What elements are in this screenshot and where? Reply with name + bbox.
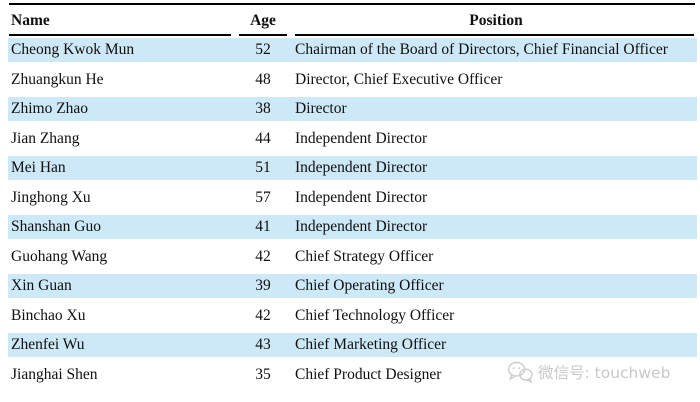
- name-cell: Jinghong Xu: [11, 189, 91, 207]
- table-row: Jinghong Xu 57 Independent Director: [8, 184, 697, 214]
- age-cell: 35: [255, 366, 271, 384]
- name-cell: Cheong Kwok Mun: [11, 40, 135, 58]
- age-cell: 43: [255, 335, 271, 353]
- age-cell: 57: [255, 189, 271, 207]
- table-row: Jian Zhang 44 Independent Director: [8, 125, 697, 155]
- table-row: Zhimo Zhao 38 Director: [8, 95, 697, 125]
- table-row: Shanshan Guo 41 Independent Director: [8, 213, 697, 243]
- position-cell: Independent Director: [295, 130, 428, 148]
- position-cell: Chief Product Designer: [295, 366, 442, 384]
- position-cell: Chief Marketing Officer: [295, 335, 447, 353]
- watermark-label: 微信号: touchweb: [538, 364, 671, 382]
- table-row: Zhenfei Wu 43 Chief Marketing Officer: [8, 331, 697, 361]
- table-row: Zhuangkun He 48 Director, Chief Executiv…: [8, 66, 697, 96]
- column-header-position: Position: [295, 5, 697, 36]
- table-row: Xin Guan 39 Chief Operating Officer: [8, 272, 697, 302]
- age-cell: 41: [255, 217, 271, 235]
- age-cell: 38: [255, 99, 271, 117]
- column-header-name: Name: [8, 5, 239, 36]
- table-top-rule: [9, 3, 695, 5]
- age-cell: 42: [255, 307, 271, 325]
- position-cell: Independent Director: [295, 158, 428, 176]
- watermark: 微信号: touchweb: [507, 359, 670, 385]
- table-header-row: Name Age Position: [8, 5, 697, 36]
- name-cell: Jianghai Shen: [11, 366, 98, 384]
- name-cell: Mei Han: [11, 158, 66, 176]
- position-cell: Director, Chief Executive Officer: [295, 71, 503, 89]
- name-cell: Jian Zhang: [11, 130, 80, 148]
- name-cell: Zhenfei Wu: [11, 335, 85, 353]
- table-row: Mei Han 51 Independent Director: [8, 154, 697, 184]
- table-body: Cheong Kwok Mun 52 Chairman of the Board…: [0, 36, 700, 390]
- age-cell: 51: [255, 158, 271, 176]
- table-row: Guohang Wang 42 Chief Strategy Officer: [8, 243, 697, 273]
- age-cell: 44: [255, 130, 271, 148]
- age-cell: 42: [255, 248, 271, 266]
- wechat-icon: [507, 361, 533, 383]
- position-cell: Chief Operating Officer: [295, 276, 444, 294]
- position-cell: Independent Director: [295, 189, 428, 207]
- age-cell: 52: [255, 40, 271, 58]
- name-cell: Binchao Xu: [11, 307, 86, 325]
- column-header-age: Age: [239, 5, 287, 36]
- name-cell: Zhuangkun He: [11, 71, 104, 89]
- table-row: Cheong Kwok Mun 52 Chairman of the Board…: [8, 36, 697, 66]
- age-cell: 39: [255, 276, 271, 294]
- name-cell: Shanshan Guo: [11, 217, 101, 235]
- position-cell: Director: [295, 99, 347, 117]
- position-cell: Chief Strategy Officer: [295, 248, 434, 266]
- position-cell: Independent Director: [295, 217, 428, 235]
- age-cell: 48: [255, 71, 271, 89]
- position-cell: Chief Technology Officer: [295, 307, 455, 325]
- table-row: Binchao Xu 42 Chief Technology Officer: [8, 302, 697, 332]
- name-cell: Guohang Wang: [11, 248, 108, 266]
- position-cell: Chairman of the Board of Directors, Chie…: [295, 40, 668, 58]
- name-cell: Xin Guan: [11, 276, 72, 294]
- table-row: Jianghai Shen 35 Chief Product Designer: [8, 361, 697, 391]
- name-cell: Zhimo Zhao: [11, 99, 89, 117]
